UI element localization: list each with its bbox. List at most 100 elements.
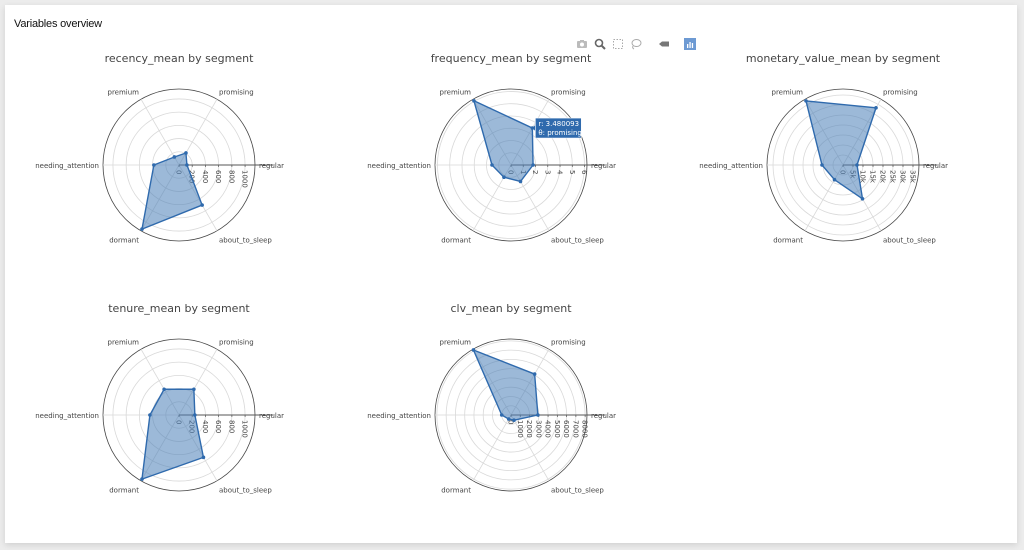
angular-axis-label: needing_attention	[367, 162, 431, 170]
data-point-premium[interactable]	[804, 99, 808, 103]
camera-button[interactable]	[575, 37, 589, 51]
radial-tick-label: 400	[201, 420, 209, 433]
radial-tick-label: 600	[214, 420, 222, 433]
data-polygon[interactable]	[472, 349, 539, 421]
angular-axis-label: dormant	[441, 486, 471, 494]
angular-axis-label: promising	[219, 339, 254, 347]
radial-tick-label: 1000	[516, 420, 524, 438]
radial-tick-label: 35k	[909, 170, 917, 184]
data-point-regular[interactable]	[855, 163, 859, 167]
data-point-dormant[interactable]	[140, 227, 144, 231]
radial-tick-label: 15k	[869, 170, 877, 184]
angular-axis-label: about_to_sleep	[551, 236, 604, 244]
data-point-about_to_sleep[interactable]	[860, 196, 865, 201]
angular-axis-label: about_to_sleep	[219, 236, 272, 244]
data-point-premium[interactable]	[162, 387, 166, 392]
angular-gridline	[472, 414, 512, 482]
angular-axis-label: premium	[108, 89, 140, 97]
radial-tick-label: 800	[227, 170, 235, 183]
chart-studio-icon	[684, 38, 696, 50]
angular-axis-label: regular	[923, 162, 948, 170]
data-point-dormant[interactable]	[506, 417, 511, 421]
data-point-needing_attention[interactable]	[820, 163, 824, 167]
radial-tick-label: 0	[507, 420, 515, 424]
plot-modebar	[575, 35, 697, 53]
angular-axis-label: dormant	[109, 486, 139, 494]
lasso-select-button[interactable]	[629, 37, 643, 51]
data-point-regular[interactable]	[193, 413, 197, 417]
radial-tick-label: 25k	[889, 170, 897, 184]
zoom-icon	[594, 38, 606, 50]
angular-axis-label: needing_attention	[699, 162, 763, 170]
radar-chart-3: tenure_mean by segment regular promising pr…	[35, 302, 284, 494]
data-point-about_to_sleep[interactable]	[200, 203, 204, 207]
chart-title: clv_mean by segment	[450, 302, 572, 315]
camera-icon	[577, 40, 587, 48]
data-polygon[interactable]	[141, 152, 203, 230]
box-select-icon	[613, 39, 623, 49]
data-point-about_to_sleep[interactable]	[512, 418, 516, 423]
data-point-premium[interactable]	[172, 155, 177, 159]
radial-tick-label: 400	[201, 170, 209, 183]
angular-gridline	[510, 414, 550, 482]
chart-title: frequency_mean by segment	[431, 52, 592, 65]
chart-title: monetary_value_mean by segment	[746, 52, 941, 65]
radial-tick-label: 1000	[241, 170, 249, 188]
radial-tick-label: 7000	[571, 420, 579, 438]
radial-tick-label: 6	[580, 170, 588, 175]
data-point-promising[interactable]	[192, 387, 196, 392]
radial-tick-label: 4000	[544, 420, 552, 438]
chart-title: recency_mean by segment	[105, 52, 255, 65]
angular-axis-label: promising	[551, 339, 586, 347]
angular-axis-label: dormant	[773, 236, 803, 244]
data-point-needing_attention[interactable]	[499, 413, 504, 417]
angular-axis-label: needing_attention	[35, 162, 99, 170]
data-point-about_to_sleep[interactable]	[518, 179, 523, 184]
data-polygon[interactable]	[805, 100, 877, 200]
chart-studio-button[interactable]	[683, 37, 697, 51]
radial-tick-label: 20k	[879, 170, 887, 184]
angular-axis-label: promising	[883, 89, 918, 97]
plotly-logo-button[interactable]	[657, 37, 671, 51]
data-point-promising[interactable]	[874, 106, 878, 110]
radial-tick-label: 3000	[534, 420, 542, 438]
radial-tick-label: 2	[531, 170, 539, 174]
plotly-logo-icon	[659, 41, 669, 47]
radar-chart-4: clv_mean by segment regular promising premi…	[367, 302, 616, 494]
data-point-premium[interactable]	[471, 348, 476, 352]
data-point-dormant[interactable]	[140, 477, 144, 481]
angular-axis-label: needing_attention	[35, 412, 99, 420]
data-point-promising[interactable]	[184, 151, 188, 155]
data-point-regular[interactable]	[531, 163, 535, 167]
data-point-premium[interactable]	[472, 98, 476, 103]
data-point-needing_attention[interactable]	[148, 413, 152, 417]
radial-tick-label: 30k	[899, 170, 907, 184]
angular-axis-label: regular	[591, 162, 616, 170]
data-point-regular[interactable]	[185, 163, 189, 167]
angular-axis-label: regular	[591, 412, 616, 420]
data-point-regular[interactable]	[536, 413, 540, 417]
angular-axis-label: regular	[259, 162, 284, 170]
data-point-about_to_sleep[interactable]	[201, 455, 206, 460]
data-point-promising[interactable]	[532, 372, 537, 376]
angular-axis-label: premium	[108, 339, 140, 347]
data-point-dormant[interactable]	[832, 177, 837, 182]
radar-chart-0: recency_mean by segment regular promising p…	[35, 52, 284, 244]
data-point-needing_attention[interactable]	[490, 163, 494, 167]
data-point-dormant[interactable]	[502, 175, 506, 180]
page-title: Variables overview	[14, 18, 102, 30]
radial-tick-label: 10k	[859, 170, 867, 184]
angular-axis-label: about_to_sleep	[219, 486, 272, 494]
hover-theta-value: θ: promising	[538, 129, 582, 137]
radial-tick-label: 1000	[241, 420, 249, 438]
radial-tick-label: 4	[556, 170, 564, 175]
data-point-needing_attention[interactable]	[152, 163, 156, 167]
zoom-button[interactable]	[593, 37, 607, 51]
box-select-button[interactable]	[611, 37, 625, 51]
radial-tick-label: 5000	[553, 420, 561, 438]
radial-tick-label: 2000	[525, 420, 533, 438]
angular-axis-label: promising	[219, 89, 254, 97]
angular-axis-label: promising	[551, 89, 586, 97]
angular-axis-label: premium	[440, 89, 472, 97]
